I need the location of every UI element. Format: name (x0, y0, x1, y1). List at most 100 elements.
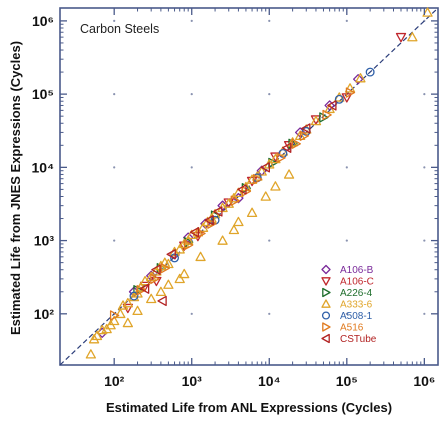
data-point (283, 169, 295, 179)
grid-dot (268, 19, 271, 22)
data-point (174, 244, 185, 254)
data-point (345, 87, 356, 98)
data-point (91, 330, 103, 341)
data-point (322, 109, 332, 121)
data-point (129, 291, 139, 301)
grid-dot (190, 166, 193, 169)
data-point (217, 235, 228, 245)
data-point (122, 317, 133, 328)
data-point (365, 67, 375, 77)
data-point (163, 279, 174, 289)
grid-dot (113, 239, 116, 242)
data-point (422, 7, 433, 17)
legend-item-a508-1: A508-1 (321, 311, 373, 322)
data-point (407, 31, 418, 42)
data-point (160, 263, 170, 274)
grid-dot (345, 312, 348, 315)
data-point (291, 138, 301, 149)
legend-marker (322, 322, 331, 332)
legend-item-cstube: CSTube (321, 333, 377, 345)
legend-label: A516 (340, 323, 364, 334)
y-axis-title: Estimated Life from JNES Expressions (Cy… (8, 41, 23, 335)
data-point (301, 124, 312, 134)
data-point (166, 249, 176, 260)
grid-dot (190, 19, 193, 22)
legend-item-a106-b: A106-B (321, 264, 374, 276)
data-point (319, 112, 329, 123)
legend-item-a333-6: A333-6 (321, 299, 373, 311)
grid-dot (423, 312, 426, 315)
data-point (117, 300, 129, 310)
x-tick-label: 10⁶ (413, 373, 435, 389)
grid-dot (190, 312, 193, 315)
data-point (233, 216, 244, 227)
data-point (213, 206, 223, 217)
grid-dot (423, 93, 426, 96)
data-point (151, 264, 161, 275)
grid-dot (268, 239, 271, 242)
data-point (246, 174, 258, 184)
y-tick-label: 10² (34, 306, 55, 322)
legend-marker (321, 333, 330, 344)
data-point (196, 228, 206, 239)
data-point (109, 310, 120, 321)
data-point (122, 297, 133, 308)
y-tick-label: 10³ (34, 233, 55, 249)
legend-label: A333-6 (340, 300, 373, 311)
data-point (327, 100, 337, 111)
data-point (115, 308, 126, 319)
data-point (334, 92, 345, 102)
data-point (228, 224, 240, 235)
data-point (260, 162, 270, 173)
legend-marker (322, 287, 331, 298)
grid-dot (423, 166, 426, 169)
legend-marker (321, 277, 331, 286)
legend-label: A226-4 (340, 288, 373, 299)
data-point (344, 83, 356, 93)
data-point (246, 207, 258, 217)
legend-item-a106-c: A106-C (321, 277, 374, 288)
data-point (277, 146, 289, 156)
grid-dot (268, 93, 271, 96)
data-point (395, 32, 407, 43)
x-tick-label: 10³ (182, 373, 203, 389)
data-point (299, 130, 310, 141)
grid-dot (113, 166, 116, 169)
data-point (150, 273, 160, 285)
legend-label: A106-B (340, 265, 374, 276)
series-cstube (139, 100, 337, 307)
data-point (207, 218, 217, 229)
data-point (310, 115, 322, 126)
legend-label: A508-1 (340, 311, 373, 322)
data-point (197, 222, 209, 232)
reference-line-1-to-1 (59, 7, 439, 366)
data-point (355, 73, 366, 83)
data-point (195, 251, 206, 262)
ticks-layer: 10² 10³ 10⁴ 10⁵ 10⁶ 10² 10³ 10⁴ 10⁵ 10⁶ (32, 8, 438, 389)
data-point (352, 74, 364, 85)
legend-marker (321, 264, 331, 275)
data-points-layer (85, 7, 433, 359)
data-point (270, 181, 281, 191)
legend-item-a516: A516 (322, 322, 364, 334)
data-point (256, 166, 267, 176)
data-point (233, 187, 244, 197)
x-axis-title: Estimated Life from ANL Expressions (Cyc… (106, 400, 392, 415)
data-point (146, 293, 157, 304)
data-point (281, 142, 292, 153)
grid-dot (345, 166, 348, 169)
data-point (155, 286, 167, 297)
grid-dot (113, 19, 116, 22)
y-tick-label: 10⁶ (32, 13, 54, 29)
data-point (253, 174, 263, 185)
x-tick-label: 10⁵ (336, 373, 358, 389)
grid-dot (268, 312, 271, 315)
data-point (157, 295, 167, 307)
grid-dot (423, 239, 426, 242)
legend-label: A106-C (340, 277, 374, 288)
data-point (183, 235, 194, 245)
data-point (230, 195, 241, 206)
data-point (174, 273, 185, 284)
